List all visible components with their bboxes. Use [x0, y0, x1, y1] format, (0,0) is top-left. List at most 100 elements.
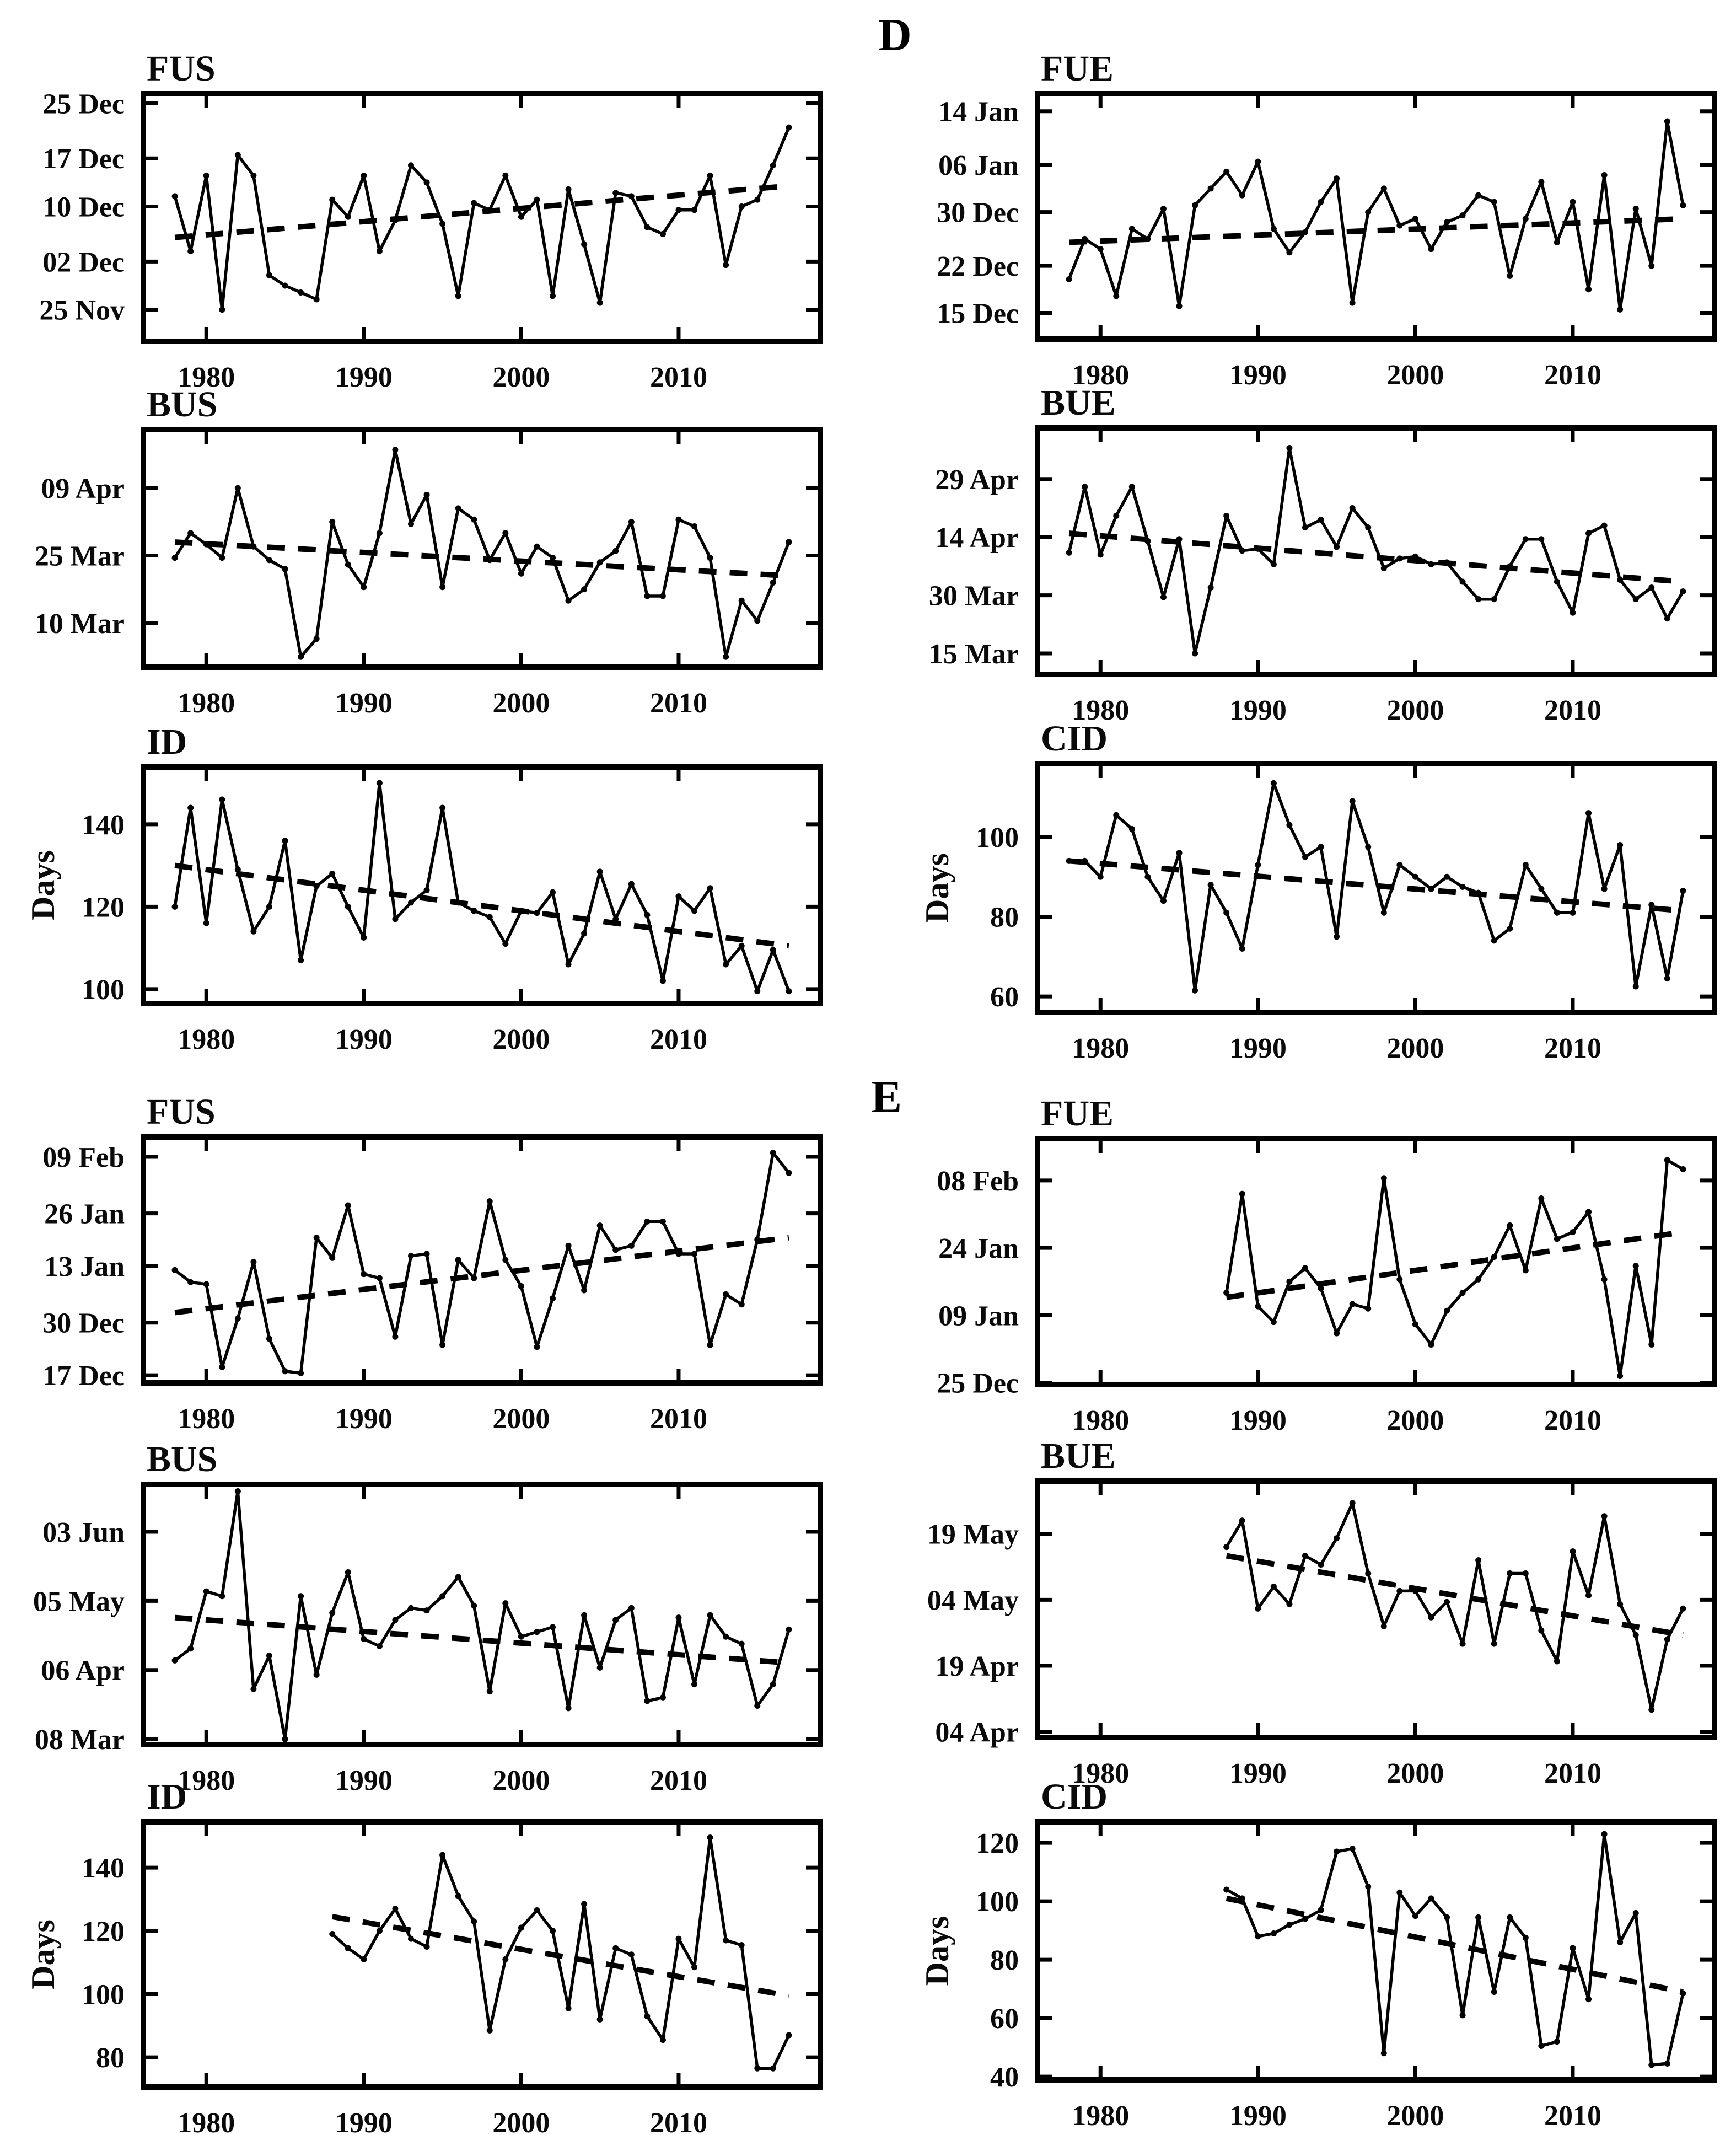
data-point: [203, 920, 209, 926]
y-tick-label: 04 May: [927, 1585, 1019, 1616]
data-point: [1255, 545, 1261, 552]
data-point: [550, 1295, 556, 1302]
data-point: [1144, 235, 1151, 242]
data-point: [1585, 1592, 1592, 1598]
data-point: [502, 530, 509, 537]
data-point: [1459, 1640, 1466, 1647]
data-point: [1223, 513, 1230, 519]
x-tick-label: 2000: [492, 362, 550, 393]
y-tick-label: 13 Jan: [44, 1251, 125, 1283]
data-point: [628, 881, 635, 887]
x-axis: 1980 1990 2000 2010: [1072, 1822, 1601, 2132]
data-point: [1475, 596, 1482, 603]
y-tick-label: 06 Jan: [938, 150, 1019, 181]
data-point: [659, 593, 666, 599]
data-point: [1632, 1263, 1639, 1269]
plot-frame: [1035, 761, 1717, 1015]
data-point: [298, 957, 304, 964]
chart-title: FUS: [147, 1092, 216, 1132]
data-point: [675, 516, 682, 523]
y-axis: 40 60 80 100 120: [976, 1828, 1714, 2093]
x-tick-label: 2000: [492, 1024, 550, 1055]
data-point: [1601, 886, 1608, 892]
data-point: [1554, 909, 1560, 916]
data-point: [628, 1242, 635, 1249]
data-point: [1554, 2039, 1560, 2045]
y-tick-label: 120: [82, 1916, 125, 1948]
data-point: [1286, 1278, 1293, 1285]
data-point: [392, 447, 399, 453]
data-point: [675, 1935, 682, 1942]
y-tick-label: 14 Apr: [935, 522, 1019, 554]
data-point: [738, 1942, 745, 1949]
data-point: [1459, 212, 1466, 219]
data-point: [234, 866, 241, 873]
data-point: [1507, 1570, 1513, 1576]
data-point: [581, 241, 588, 248]
data-point: [219, 1593, 225, 1600]
data-point: [1412, 216, 1418, 222]
data-point: [361, 1636, 367, 1643]
bus-start-upper-plot: 1980 1990 2000 2010 10 Mar 25 Mar 09 Apr BUS: [35, 384, 823, 719]
data-point: [219, 1364, 225, 1370]
data-point: [1475, 1914, 1482, 1921]
data-point: [266, 1653, 272, 1659]
x-tick-label: 2010: [650, 1403, 707, 1435]
data-point: [518, 213, 524, 220]
data-point: [1475, 1557, 1482, 1564]
y-axis: 25 Dec 09 Jan 24 Jan 08 Feb: [937, 1166, 1714, 1399]
data-point: [1412, 553, 1418, 560]
data-point: [1491, 937, 1497, 944]
data-point: [550, 1624, 556, 1630]
y-tick-label: 26 Jan: [44, 1199, 125, 1230]
data-point: [250, 1259, 257, 1265]
bue-end-upper-plot: 1980 1990 2000 2010 15 Mar 30 Mar 14 Apr 29 Apr…: [929, 383, 1717, 726]
data-point: [423, 1251, 430, 1257]
data-point: [266, 1335, 272, 1342]
y-tick-label: 02 Dec: [42, 246, 125, 278]
data-point: [723, 262, 729, 269]
data-point: [1601, 1513, 1608, 1520]
plot-frame: [141, 427, 823, 670]
chart-title: BUE: [1041, 383, 1116, 423]
data-point: [1475, 889, 1482, 896]
series-line: [1226, 1832, 1685, 2067]
data-point: [502, 1600, 509, 1607]
data-point: [1570, 1548, 1576, 1555]
chart-title: FUS: [147, 49, 216, 89]
data-point: [1507, 925, 1513, 932]
data-point: [1255, 1303, 1261, 1310]
data-point: [1365, 524, 1372, 531]
y-tick-label: 25 Nov: [39, 295, 125, 326]
y-tick-label: 30 Dec: [937, 197, 1019, 229]
bue-end-lower-plot: 1980 1990 2000 2010 04 Apr 19 Apr 04 May 19 May…: [927, 1436, 1717, 1789]
data-point: [565, 597, 572, 604]
x-tick-label: 1990: [1229, 2100, 1287, 2132]
x-tick-label: 1980: [178, 688, 235, 719]
data-point: [361, 584, 367, 591]
data-point: [1664, 975, 1670, 982]
data-point: [659, 2037, 666, 2043]
data-point: [471, 516, 477, 523]
data-point: [423, 491, 430, 498]
y-axis-label: Days: [919, 853, 955, 923]
data-point: [376, 1275, 383, 1281]
data-point: [723, 1291, 729, 1297]
data-point: [1428, 1614, 1434, 1621]
y-tick-label: 25 Dec: [937, 1368, 1019, 1399]
data-point: [266, 557, 272, 564]
x-tick-label: 2010: [1544, 360, 1601, 391]
data-point: [1444, 873, 1450, 880]
data-point: [203, 172, 209, 179]
data-point: [1444, 1307, 1450, 1314]
data-point: [345, 213, 351, 220]
data-point: [691, 1251, 698, 1257]
data-point: [1428, 1341, 1434, 1348]
plot-frame: [1035, 1478, 1717, 1740]
data-point: [786, 539, 792, 545]
data-point: [1239, 548, 1245, 554]
fus-start-upper-plot: 1980 1990 2000 2010 25 Nov 02 Dec 10 Dec 17 Dec…: [39, 49, 823, 393]
data-point: [502, 941, 509, 947]
data-point: [376, 248, 383, 255]
data-point: [1318, 1907, 1324, 1913]
